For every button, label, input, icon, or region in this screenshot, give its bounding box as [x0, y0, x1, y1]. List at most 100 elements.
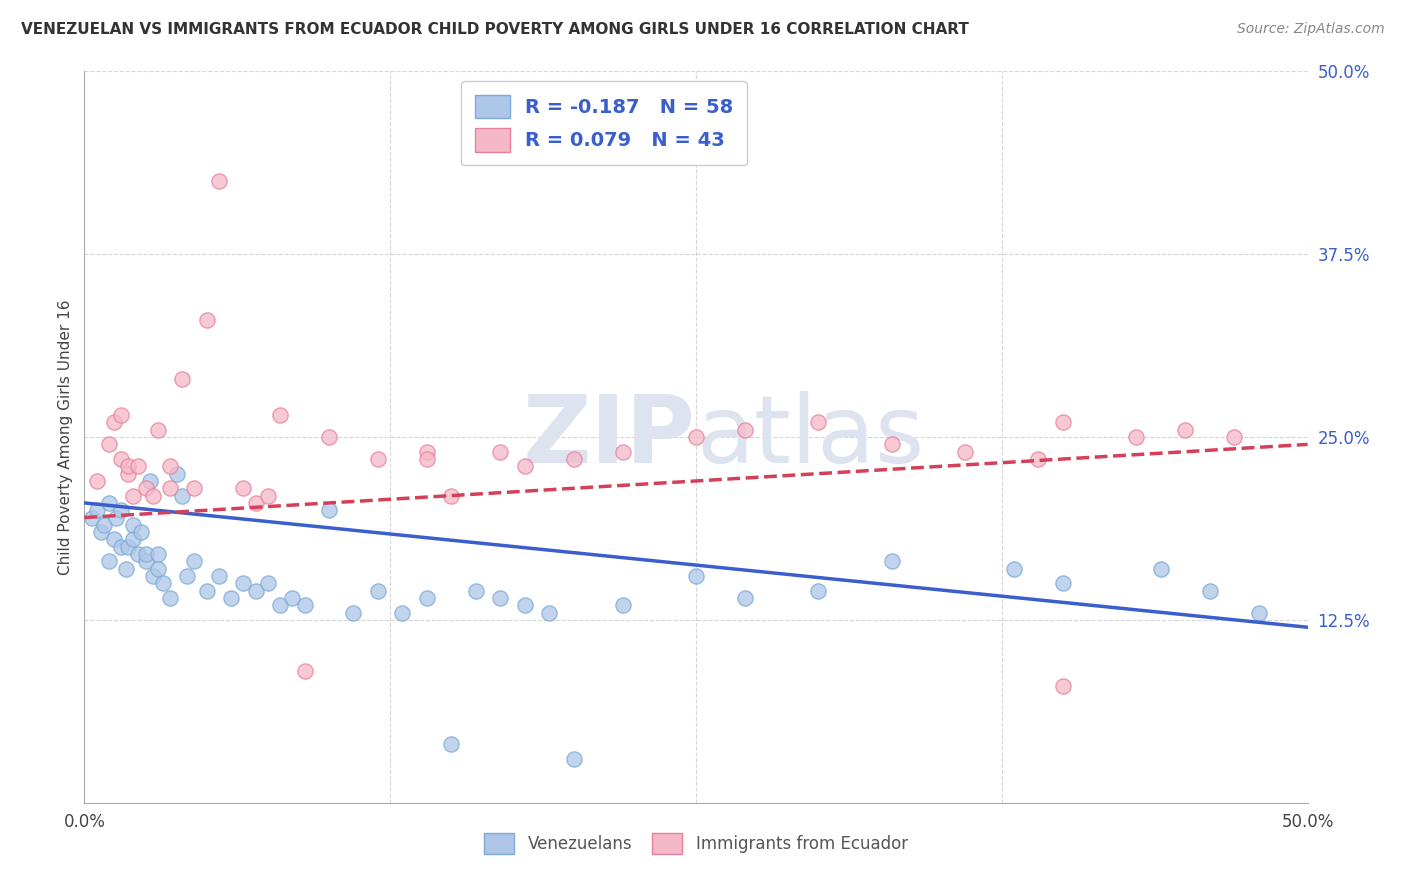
Point — [135, 554, 157, 568]
Point — [232, 576, 254, 591]
Point — [122, 489, 145, 503]
Point — [166, 467, 188, 481]
Point — [115, 562, 138, 576]
Point — [1052, 679, 1074, 693]
Point — [232, 481, 254, 495]
Point — [122, 517, 145, 532]
Point — [416, 591, 439, 605]
Point — [807, 416, 830, 430]
Point — [127, 547, 149, 561]
Point — [93, 517, 115, 532]
Point — [538, 606, 561, 620]
Point — [172, 489, 194, 503]
Point — [183, 481, 205, 495]
Point — [1198, 583, 1220, 598]
Point — [1002, 562, 1025, 576]
Point — [176, 569, 198, 583]
Point — [1052, 416, 1074, 430]
Point — [127, 459, 149, 474]
Point — [1150, 562, 1173, 576]
Point — [135, 481, 157, 495]
Point — [440, 489, 463, 503]
Point — [489, 591, 512, 605]
Point — [318, 430, 340, 444]
Point — [117, 459, 139, 474]
Point — [117, 467, 139, 481]
Point — [139, 474, 162, 488]
Text: atlas: atlas — [696, 391, 924, 483]
Text: Source: ZipAtlas.com: Source: ZipAtlas.com — [1237, 22, 1385, 37]
Point — [86, 503, 108, 517]
Point — [80, 510, 103, 524]
Point — [146, 562, 169, 576]
Point — [110, 408, 132, 422]
Point — [612, 599, 634, 613]
Point — [159, 459, 181, 474]
Point — [1052, 576, 1074, 591]
Point — [685, 569, 707, 583]
Point — [734, 423, 756, 437]
Point — [110, 540, 132, 554]
Point — [110, 452, 132, 467]
Point — [105, 510, 128, 524]
Point — [367, 452, 389, 467]
Point — [1247, 606, 1270, 620]
Point — [257, 576, 280, 591]
Point — [294, 664, 316, 678]
Point — [562, 452, 585, 467]
Point — [281, 591, 304, 605]
Point — [807, 583, 830, 598]
Point — [440, 737, 463, 751]
Point — [391, 606, 413, 620]
Point — [103, 416, 125, 430]
Point — [152, 576, 174, 591]
Point — [318, 503, 340, 517]
Point — [122, 533, 145, 547]
Point — [103, 533, 125, 547]
Point — [219, 591, 242, 605]
Point — [142, 489, 165, 503]
Point — [146, 423, 169, 437]
Point — [1125, 430, 1147, 444]
Point — [172, 371, 194, 385]
Point — [342, 606, 364, 620]
Point — [129, 525, 152, 540]
Point — [685, 430, 707, 444]
Point — [294, 599, 316, 613]
Point — [513, 599, 536, 613]
Point — [562, 752, 585, 766]
Point — [416, 444, 439, 458]
Point — [90, 525, 112, 540]
Point — [195, 583, 218, 598]
Point — [117, 540, 139, 554]
Point — [86, 474, 108, 488]
Point — [146, 547, 169, 561]
Text: VENEZUELAN VS IMMIGRANTS FROM ECUADOR CHILD POVERTY AMONG GIRLS UNDER 16 CORRELA: VENEZUELAN VS IMMIGRANTS FROM ECUADOR CH… — [21, 22, 969, 37]
Point — [142, 569, 165, 583]
Point — [1223, 430, 1246, 444]
Point — [159, 481, 181, 495]
Text: ZIP: ZIP — [523, 391, 696, 483]
Point — [269, 599, 291, 613]
Y-axis label: Child Poverty Among Girls Under 16: Child Poverty Among Girls Under 16 — [58, 300, 73, 574]
Point — [1028, 452, 1050, 467]
Point — [245, 496, 267, 510]
Point — [464, 583, 486, 598]
Point — [183, 554, 205, 568]
Point — [1174, 423, 1197, 437]
Point — [135, 547, 157, 561]
Point — [880, 437, 903, 451]
Point — [97, 437, 120, 451]
Point — [953, 444, 976, 458]
Point — [612, 444, 634, 458]
Point — [269, 408, 291, 422]
Point — [208, 569, 231, 583]
Point — [880, 554, 903, 568]
Point — [245, 583, 267, 598]
Point — [734, 591, 756, 605]
Point — [257, 489, 280, 503]
Point — [110, 503, 132, 517]
Legend: Venezuelans, Immigrants from Ecuador: Venezuelans, Immigrants from Ecuador — [478, 827, 914, 860]
Point — [416, 452, 439, 467]
Point — [208, 174, 231, 188]
